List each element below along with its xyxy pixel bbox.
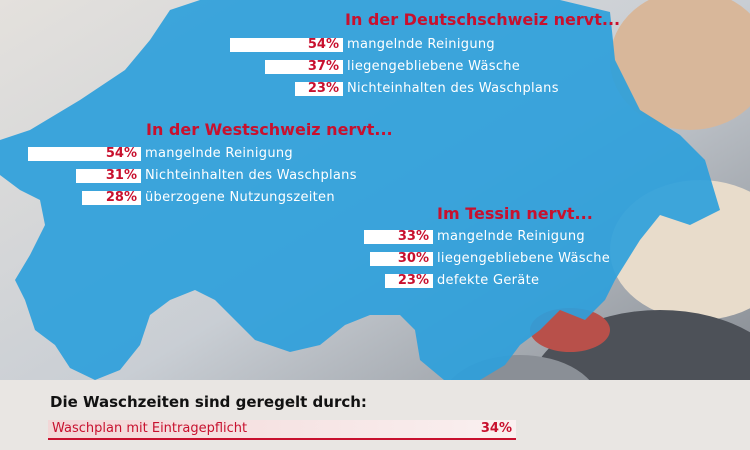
bar-value-tessin: 33% bbox=[397, 229, 429, 244]
bar-label-tessin: mangelnde Reinigung bbox=[437, 229, 585, 244]
bottom-bar-row: Waschplan mit Eintragepflicht 34% bbox=[48, 420, 516, 440]
bar-label-tessin: liegengebliebene Wäsche bbox=[437, 251, 611, 266]
bar-value-westschweiz: 31% bbox=[105, 168, 137, 183]
bar-value-deutschschweiz: 37% bbox=[307, 59, 339, 74]
bar-label-deutschschweiz: mangelnde Reinigung bbox=[347, 37, 495, 52]
region-title-tessin: Im Tessin nervt... bbox=[437, 204, 593, 223]
bar-row-deutschschweiz: 37% liegengebliebene Wäsche bbox=[0, 59, 750, 76]
bar-row-westschweiz: 54% mangelnde Reinigung bbox=[0, 146, 750, 163]
bar-value-deutschschweiz: 54% bbox=[307, 37, 339, 52]
bar-row-tessin: 33% mangelnde Reinigung bbox=[0, 229, 750, 246]
bar-tessin bbox=[385, 274, 433, 288]
bar-value-tessin: 23% bbox=[397, 273, 429, 288]
switzerland-map bbox=[0, 0, 720, 385]
region-title-westschweiz: In der Westschweiz nervt... bbox=[146, 120, 393, 139]
bar-row-deutschschweiz: 23% Nichteinhalten des Waschplans bbox=[0, 81, 750, 98]
bar-deutschschweiz bbox=[295, 82, 343, 96]
bar-label-tessin: defekte Geräte bbox=[437, 273, 540, 288]
bar-westschweiz bbox=[76, 169, 141, 183]
bottom-bar-label: Waschplan mit Eintragepflicht bbox=[52, 421, 248, 436]
bottom-bar-value: 34% bbox=[480, 421, 512, 436]
bar-label-deutschschweiz: Nichteinhalten des Waschplans bbox=[347, 81, 559, 96]
bottom-title: Die Waschzeiten sind geregelt durch: bbox=[50, 393, 367, 411]
bar-row-deutschschweiz: 54% mangelnde Reinigung bbox=[0, 37, 750, 54]
bar-value-westschweiz: 54% bbox=[105, 146, 137, 161]
bottom-panel: Die Waschzeiten sind geregelt durch: Was… bbox=[0, 380, 750, 450]
bar-label-deutschschweiz: liegengebliebene Wäsche bbox=[347, 59, 521, 74]
bar-value-tessin: 30% bbox=[397, 251, 429, 266]
bar-row-tessin: 30% liegengebliebene Wäsche bbox=[0, 251, 750, 268]
bar-deutschschweiz bbox=[265, 60, 343, 74]
bar-tessin bbox=[370, 252, 433, 266]
bar-deutschschweiz bbox=[230, 38, 343, 52]
bottom-bar bbox=[48, 420, 516, 438]
bar-value-deutschschweiz: 23% bbox=[307, 81, 339, 96]
bar-row-tessin: 23% defekte Geräte bbox=[0, 273, 750, 290]
bar-value-westschweiz: 28% bbox=[105, 190, 137, 205]
bar-tessin bbox=[364, 230, 433, 244]
bar-label-westschweiz: Nichteinhalten des Waschplans bbox=[145, 168, 357, 183]
bar-westschweiz bbox=[28, 147, 141, 161]
bar-label-westschweiz: mangelnde Reinigung bbox=[145, 146, 293, 161]
bar-row-westschweiz: 31% Nichteinhalten des Waschplans bbox=[0, 168, 750, 185]
region-title-deutschschweiz: In der Deutschschweiz nervt... bbox=[345, 10, 621, 29]
bar-label-westschweiz: überzogene Nutzungszeiten bbox=[145, 190, 335, 205]
bar-westschweiz bbox=[82, 191, 141, 205]
bar-row-westschweiz: 28% überzogene Nutzungszeiten bbox=[0, 190, 750, 207]
